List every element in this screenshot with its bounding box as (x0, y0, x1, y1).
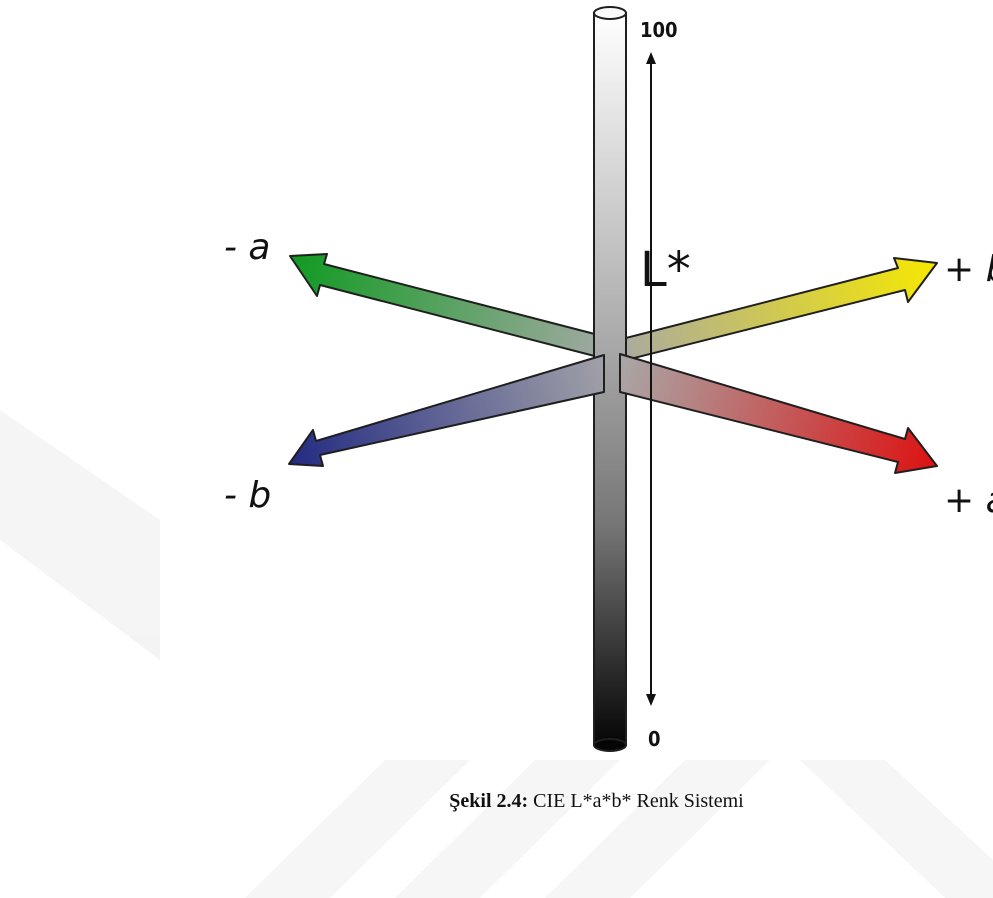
lightness-scale-arrow (646, 52, 656, 706)
lightness-max-label: 100 (640, 18, 678, 42)
pos-a-arrow (619, 353, 938, 474)
lightness-axis-label: L* (640, 242, 691, 298)
lightness-min-label: 0 (648, 727, 661, 751)
pos-b-arrow (621, 257, 938, 361)
caption-prefix: Şekil 2.4: (449, 790, 529, 812)
neg-b-label: - b (224, 475, 271, 516)
neg-a-arrow (289, 253, 615, 361)
watermark (0, 410, 993, 898)
caption-text: CIE L*a*b* Renk Sistemi (533, 790, 744, 812)
pos-b-label: + b (944, 249, 993, 290)
figure-caption: Şekil 2.4: CIE L*a*b* Renk Sistemi (0, 790, 993, 813)
neg-b-arrow (288, 354, 605, 467)
pos-a-label: + a (944, 480, 993, 521)
neg-a-label: - a (224, 227, 271, 268)
